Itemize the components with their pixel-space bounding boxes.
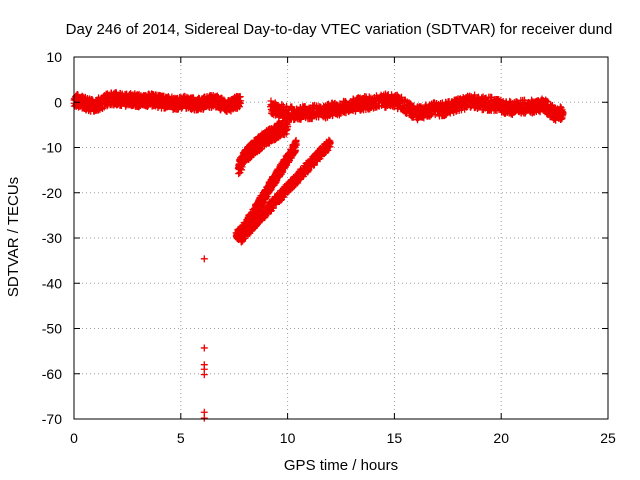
x-tick-label: 0 [70,430,78,446]
data-point [283,117,291,125]
y-tick-label: -20 [42,185,62,201]
y-tick-label: -40 [42,275,62,291]
data-point [200,255,208,263]
data-point [200,414,208,422]
data-points [70,89,567,422]
y-tick-label: -30 [42,230,62,246]
data-point [420,114,428,122]
y-tick-label: -50 [42,321,62,337]
data-point [236,99,244,107]
chart-title: Day 246 of 2014, Sidereal Day-to-day VTE… [66,21,613,38]
data-point [278,101,286,109]
y-tick-label: -10 [42,140,62,156]
data-point [236,93,244,101]
data-point [200,371,208,379]
data-point [283,125,291,133]
data-point [559,111,567,119]
x-tick-label: 25 [600,430,616,446]
data-point [366,105,374,113]
x-axis-label: GPS time / hours [284,457,398,474]
data-point [103,102,111,110]
data-point [200,344,208,352]
data-point [558,114,566,122]
data-point [282,127,290,135]
x-tick-label: 10 [280,430,296,446]
y-axis-label: SDTVAR / TECUs [5,177,22,297]
y-tick-label: 10 [46,49,62,65]
x-tick-label: 20 [493,430,509,446]
data-point [283,118,291,126]
y-tick-label: -70 [42,411,62,427]
x-tick-label: 15 [387,430,403,446]
x-tick-label: 5 [177,430,185,446]
y-tick-label: 0 [54,94,62,110]
y-tick-label: -60 [42,366,62,382]
